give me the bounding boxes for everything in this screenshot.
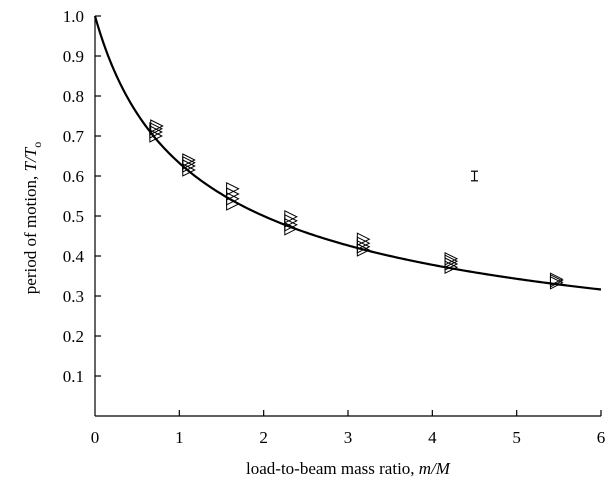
y-tick-label: 0.6 — [63, 167, 84, 186]
y-tick-label: 1.0 — [63, 7, 84, 26]
data-point — [356, 232, 371, 247]
y-tick-label: 0.2 — [63, 327, 84, 346]
y-axis-ticks: 0.1 0.2 0.3 0.4 0.5 0.6 0.7 0.8 0.9 1.0 — [63, 7, 101, 386]
data-markers — [149, 119, 564, 290]
data-point — [284, 209, 298, 224]
data-point — [444, 251, 459, 266]
fit-curve — [93, 15, 602, 291]
x-axis-title: load-to-beam mass ratio, m/M — [246, 459, 451, 478]
error-bar — [471, 170, 478, 182]
data-point — [150, 119, 164, 133]
x-tick-label: 3 — [344, 428, 353, 447]
x-tick-label: 4 — [428, 428, 437, 447]
y-axis-title: period of motion, T/To — [21, 142, 44, 294]
data-point — [182, 153, 196, 167]
y-tick-label: 0.5 — [63, 207, 84, 226]
data-point — [226, 181, 240, 196]
y-tick-label: 0.1 — [63, 367, 84, 386]
data-point — [149, 121, 163, 136]
x-tick-label: 2 — [259, 428, 268, 447]
x-tick-label: 0 — [91, 428, 100, 447]
axes — [94, 16, 601, 417]
data-point — [549, 272, 564, 287]
y-tick-label: 0.3 — [63, 287, 84, 306]
y-tick-label: 0.9 — [63, 47, 84, 66]
x-tick-label: 5 — [512, 428, 521, 447]
y-tick-label: 0.4 — [63, 247, 85, 266]
y-tick-label: 0.8 — [63, 87, 84, 106]
y-tick-label: 0.7 — [63, 127, 85, 146]
x-tick-label: 6 — [597, 428, 606, 447]
x-axis-ticks: 0 1 2 3 4 5 6 — [91, 410, 606, 447]
x-tick-label: 1 — [175, 428, 184, 447]
